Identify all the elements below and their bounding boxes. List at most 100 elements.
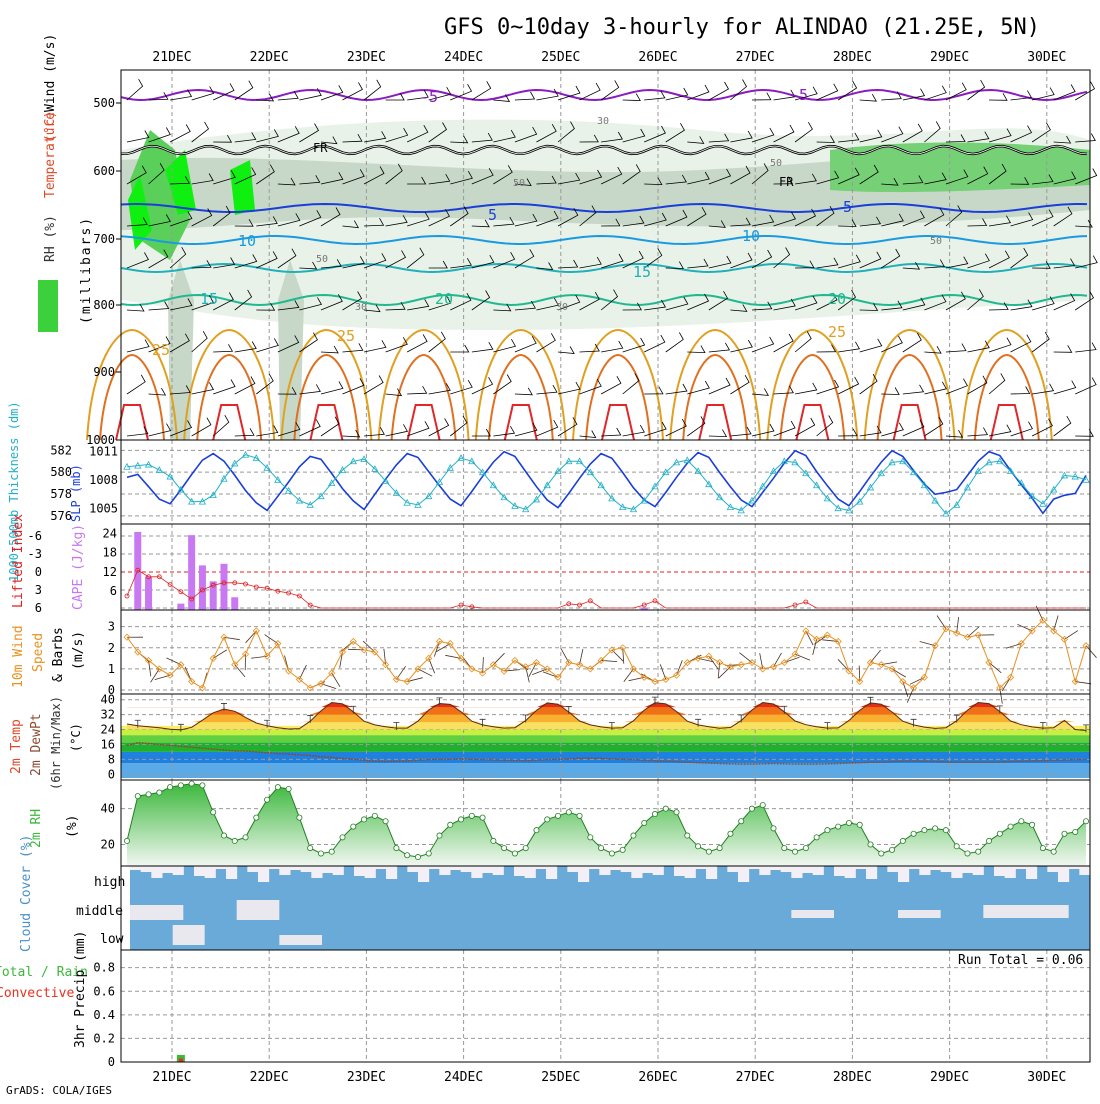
axis-label-millibars: (millibars)	[79, 216, 94, 324]
contour-label: 50	[316, 254, 328, 265]
cape-bar	[145, 577, 152, 610]
contour-label: FR	[779, 175, 794, 189]
rh-point	[1040, 845, 1045, 850]
rh-point	[211, 810, 216, 815]
run-total-label: Run Total = 0.06	[958, 953, 1083, 968]
date-label-bottom: 29DEC	[930, 1070, 969, 1085]
rh-point	[394, 845, 399, 850]
contour-label: 10	[238, 232, 256, 250]
rh-point	[663, 806, 668, 811]
rh-point	[1083, 819, 1088, 824]
contour-label: -5	[420, 88, 438, 106]
rh-point	[782, 845, 787, 850]
slp-line	[127, 451, 1086, 514]
cloud-gap-high	[834, 866, 845, 876]
date-label-top: 24DEC	[444, 50, 483, 65]
cape-bar	[177, 604, 184, 610]
rh-point	[124, 838, 129, 843]
rh-point	[728, 831, 733, 836]
cloud-gap-mid	[237, 900, 280, 920]
temperature-band	[121, 763, 1090, 778]
axis-label-cloud-cover: Cloud Cover (%)	[19, 835, 34, 952]
tick-label: 3	[35, 583, 42, 597]
cape-panel-frame	[121, 524, 1090, 610]
chart-title: GFS 0~10day 3-hourly for ALINDAO (21.25E…	[444, 15, 1040, 40]
tick-label: 18	[103, 546, 117, 560]
wind-speed-line	[127, 620, 1086, 688]
rh-point	[609, 851, 614, 856]
rh-point	[243, 835, 248, 840]
tick-label: 40	[101, 802, 115, 816]
tick-label: 32	[101, 708, 115, 722]
cloud-gap-high	[802, 866, 813, 873]
date-label-top: 23DEC	[347, 50, 386, 65]
cloud-gap-high	[610, 866, 621, 870]
temperature-fill	[127, 703, 1086, 723]
rh-legend-swatch	[38, 280, 58, 332]
axis-label-wind: Wind (m/s)	[43, 34, 58, 112]
legend-convective: Convective	[0, 986, 74, 1001]
axis-label-wind-unit: (m/s)	[71, 631, 86, 670]
contour-label: 5	[843, 198, 852, 216]
rh-point	[922, 828, 927, 833]
rh-point	[254, 815, 259, 820]
rh-point	[415, 854, 420, 859]
cloud-gap-high	[621, 866, 632, 872]
rh-point	[846, 820, 851, 825]
cloud-gap-high	[642, 866, 653, 873]
cloud-gap-high	[482, 866, 493, 873]
date-label-top: 26DEC	[638, 50, 677, 65]
date-label-bottom: 28DEC	[833, 1070, 872, 1085]
cloud-gap-high	[471, 866, 482, 878]
tick-label: -3	[28, 547, 42, 561]
rh-point	[792, 849, 797, 854]
rh-point	[1051, 849, 1056, 854]
rh-point	[760, 802, 765, 807]
cloud-level-low: low	[100, 932, 124, 947]
contour-label: 30	[597, 116, 609, 127]
cloud-gap-high	[1026, 866, 1037, 879]
rh-point	[437, 833, 442, 838]
rh-point	[405, 853, 410, 858]
tick-label: 3	[108, 620, 115, 634]
cloud-gap-high	[653, 866, 664, 875]
cloud-gap-high	[973, 866, 984, 875]
contour-label: FR	[313, 141, 328, 155]
cloud-gap-high	[290, 866, 301, 870]
date-label-bottom: 25DEC	[541, 1070, 580, 1085]
date-label-top: 27DEC	[736, 50, 775, 65]
cloud-gap-mid	[791, 910, 834, 918]
tick-label: 24	[103, 527, 117, 541]
rh-point	[200, 783, 205, 788]
rh-point	[275, 785, 280, 790]
temperature-fill	[127, 703, 1086, 715]
rh-point	[857, 822, 862, 827]
rh-point	[555, 813, 560, 818]
axis-label-lifted-index: Lifted Index	[11, 514, 26, 608]
rh-point	[264, 797, 269, 802]
tick-label: 40	[101, 693, 115, 707]
rh-point	[965, 851, 970, 856]
tick-label: 500	[93, 96, 115, 110]
date-label-bottom: 26DEC	[638, 1070, 677, 1085]
rh-point	[286, 786, 291, 791]
cloud-gap-high	[791, 866, 802, 878]
cloud-gap-high	[173, 866, 184, 875]
axis-label-wind10m: 10m Wind	[11, 625, 26, 688]
tick-label: 900	[93, 365, 115, 379]
cloud-gap-high	[525, 866, 536, 878]
axis-label-rh-unit: (%)	[65, 815, 80, 838]
rh-point	[168, 785, 173, 790]
cloud-gap-high	[226, 866, 237, 879]
rh-point	[523, 845, 528, 850]
tick-label: 1	[108, 662, 115, 676]
rh-point	[502, 845, 507, 850]
rh-point	[178, 783, 183, 788]
axis-label-precip: 3hr Precip (mm)	[73, 931, 88, 1048]
rh-point	[512, 851, 517, 856]
rh-point	[652, 811, 657, 816]
tick-label: 24	[101, 723, 115, 737]
cloud-gap-high	[1047, 866, 1058, 872]
cloud-gap-mid	[898, 910, 941, 918]
date-label-top: 29DEC	[930, 50, 969, 65]
